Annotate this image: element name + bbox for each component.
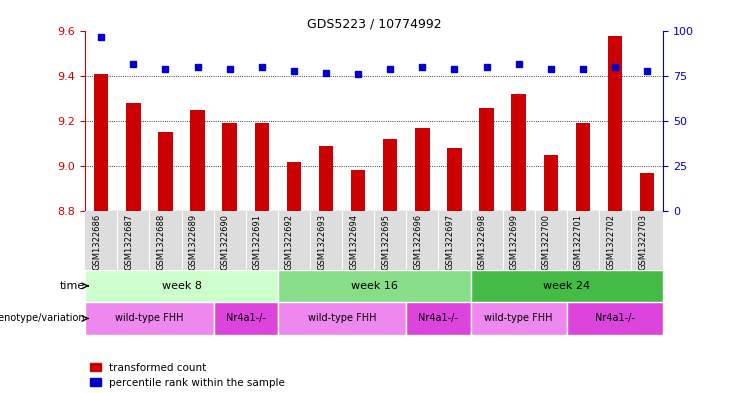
Text: GSM1322692: GSM1322692	[285, 214, 294, 270]
Bar	[190, 110, 205, 211]
Text: GSM1322691: GSM1322691	[253, 214, 262, 270]
Text: GSM1322694: GSM1322694	[349, 214, 358, 270]
Text: GSM1322703: GSM1322703	[638, 214, 647, 270]
Text: wild-type FHH: wild-type FHH	[308, 314, 376, 323]
Text: Nr4a1-/-: Nr4a1-/-	[595, 314, 635, 323]
Bar	[576, 123, 590, 211]
Bar	[319, 146, 333, 211]
Text: genotype/variation: genotype/variation	[0, 314, 85, 323]
Bar	[479, 108, 494, 211]
Text: week 8: week 8	[162, 281, 202, 291]
Bar	[567, 302, 663, 335]
Text: Nr4a1-/-: Nr4a1-/-	[226, 314, 266, 323]
Text: GSM1322696: GSM1322696	[413, 214, 422, 270]
Text: GSM1322699: GSM1322699	[510, 214, 519, 270]
Bar	[85, 302, 213, 335]
Bar	[351, 171, 365, 211]
Legend: transformed count, percentile rank within the sample: transformed count, percentile rank withi…	[90, 363, 285, 388]
Text: GSM1322686: GSM1322686	[93, 214, 102, 270]
Text: week 24: week 24	[543, 281, 591, 291]
Text: GSM1322693: GSM1322693	[317, 214, 326, 270]
Bar	[222, 123, 237, 211]
Text: Nr4a1-/-: Nr4a1-/-	[419, 314, 459, 323]
Text: GSM1322697: GSM1322697	[445, 214, 454, 270]
Text: GSM1322688: GSM1322688	[156, 214, 165, 270]
Text: GSM1322689: GSM1322689	[189, 214, 198, 270]
Title: GDS5223 / 10774992: GDS5223 / 10774992	[307, 17, 442, 30]
Bar	[85, 270, 278, 302]
Bar	[471, 302, 567, 335]
Bar	[255, 123, 269, 211]
Bar	[278, 270, 471, 302]
Bar	[471, 270, 663, 302]
Text: GSM1322698: GSM1322698	[478, 214, 487, 270]
Bar	[544, 155, 558, 211]
Bar	[448, 148, 462, 211]
Bar	[608, 36, 622, 211]
Bar	[406, 302, 471, 335]
Bar	[511, 94, 526, 211]
Bar	[415, 128, 430, 211]
Text: GSM1322702: GSM1322702	[606, 214, 615, 270]
Text: time: time	[60, 281, 85, 291]
Text: GSM1322701: GSM1322701	[574, 214, 583, 270]
Bar	[126, 103, 141, 211]
Bar	[278, 302, 406, 335]
Bar	[640, 173, 654, 211]
Bar	[213, 302, 278, 335]
Bar	[287, 162, 301, 211]
Text: GSM1322690: GSM1322690	[221, 214, 230, 270]
Bar	[94, 74, 108, 211]
Bar	[383, 139, 397, 211]
Text: GSM1322695: GSM1322695	[382, 214, 391, 270]
Text: wild-type FHH: wild-type FHH	[485, 314, 553, 323]
Text: GSM1322700: GSM1322700	[542, 214, 551, 270]
Text: wild-type FHH: wild-type FHH	[115, 314, 184, 323]
Text: GSM1322687: GSM1322687	[124, 214, 133, 270]
Text: week 16: week 16	[350, 281, 398, 291]
Bar	[159, 132, 173, 211]
